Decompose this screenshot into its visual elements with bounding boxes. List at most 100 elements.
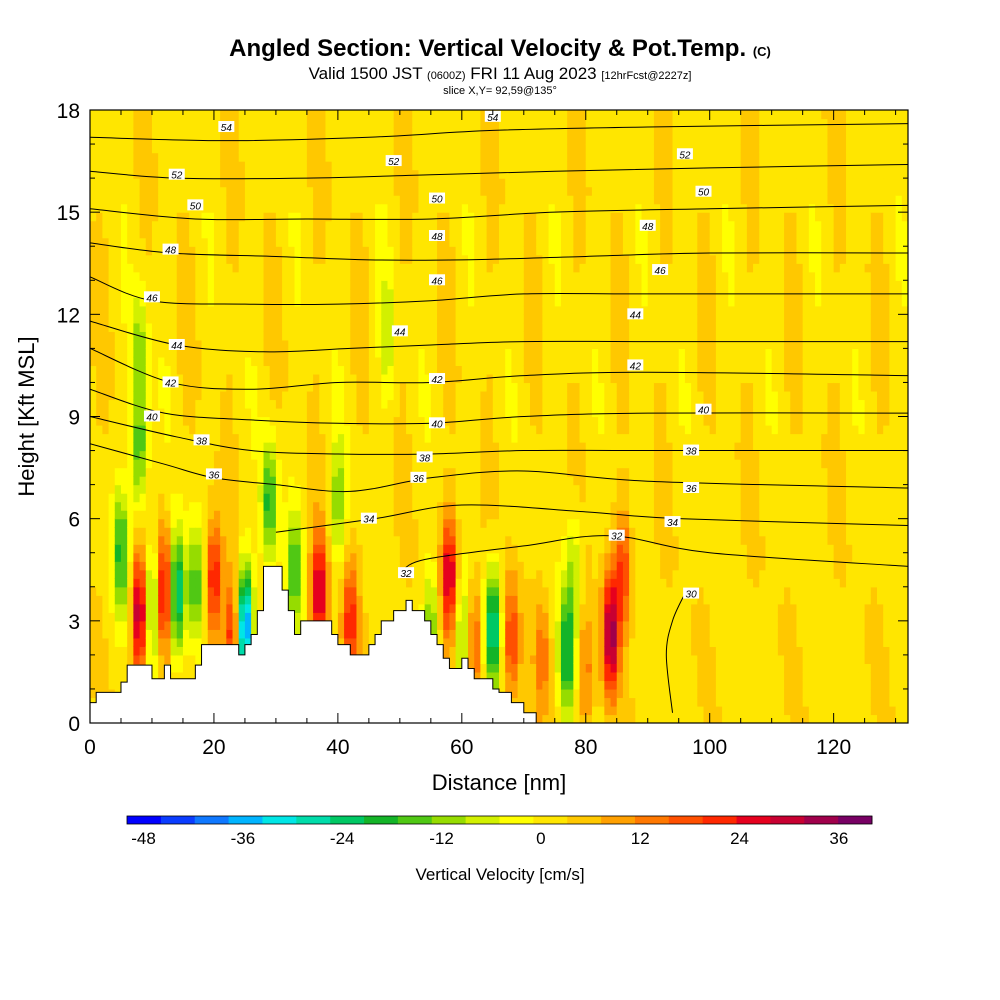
y-tick-label: 0 bbox=[68, 713, 80, 736]
contour-label: 54 bbox=[218, 121, 235, 134]
contour-label-text: 50 bbox=[698, 188, 710, 199]
colorbar-swatch bbox=[431, 816, 467, 824]
contour-label-text: 44 bbox=[630, 310, 642, 321]
contour-label-text: 48 bbox=[165, 246, 177, 257]
contour-label-text: 46 bbox=[431, 276, 443, 287]
contour-label-text: 54 bbox=[487, 113, 499, 124]
y-tick-label: 3 bbox=[68, 611, 80, 634]
contour-label: 40 bbox=[695, 403, 712, 417]
colorbar-label: Vertical Velocity [cm/s] bbox=[415, 865, 584, 884]
theta-contour-52 bbox=[90, 163, 908, 180]
contour-label-text: 42 bbox=[165, 378, 177, 389]
theta-contour-32 bbox=[399, 535, 908, 574]
contour-label: 34 bbox=[360, 512, 377, 526]
y-tick-label: 9 bbox=[68, 407, 80, 430]
chart-titles: Angled Section: Vertical Velocity & Pot.… bbox=[0, 36, 1000, 98]
colorbar-tick-label: -24 bbox=[330, 829, 355, 848]
title-unit: (C) bbox=[752, 44, 771, 59]
theta-contour-54 bbox=[90, 123, 908, 142]
theta-contour-44 bbox=[90, 320, 908, 353]
colorbar-tick-label: 12 bbox=[631, 829, 650, 848]
contour-label-text: 50 bbox=[431, 195, 443, 206]
valid-time-line: Valid 1500 JST (0600Z) FRI 11 Aug 2023 [… bbox=[308, 64, 692, 83]
contour-label-text: 48 bbox=[431, 232, 443, 243]
colorbar-tick-label: 24 bbox=[730, 829, 749, 848]
contour-label: 32 bbox=[608, 529, 625, 543]
contour-label: 34 bbox=[664, 516, 681, 529]
contour-label-text: 34 bbox=[363, 515, 375, 526]
valid-date: FRI 11 Aug 2023 bbox=[470, 64, 597, 83]
colorbar-swatch bbox=[804, 816, 839, 824]
colorbar-swatch bbox=[465, 816, 500, 824]
contour-label: 52 bbox=[168, 168, 185, 182]
contour-label: 38 bbox=[193, 434, 210, 447]
contour-label-text: 36 bbox=[208, 470, 220, 481]
contour-label: 46 bbox=[143, 291, 160, 304]
colorbar-swatch bbox=[668, 816, 704, 824]
colorbar-swatch bbox=[364, 816, 399, 824]
slice-info: slice X,Y= 92,59@135° bbox=[443, 85, 557, 97]
contour-label: 50 bbox=[695, 185, 712, 199]
theta-contour-36 bbox=[90, 443, 908, 493]
contour-label-text: 40 bbox=[698, 406, 710, 417]
contour-label: 30 bbox=[683, 587, 700, 601]
colorbar-swatch bbox=[127, 816, 162, 824]
colorbar-tick-label: -12 bbox=[429, 829, 454, 848]
colorbar-swatch bbox=[736, 816, 771, 824]
contour-label-text: 36 bbox=[413, 474, 425, 485]
colorbar-swatch bbox=[228, 816, 263, 824]
contour-label: 50 bbox=[187, 199, 204, 212]
contour-label: 44 bbox=[627, 308, 644, 321]
velocity-field bbox=[90, 110, 908, 723]
colorbar-swatch bbox=[160, 816, 196, 824]
x-tick-label: 20 bbox=[202, 736, 225, 759]
colorbar-swatch bbox=[397, 816, 433, 824]
contour-label-text: 42 bbox=[431, 375, 443, 386]
contour-label-text: 34 bbox=[667, 518, 679, 529]
colorbar-swatch bbox=[499, 816, 534, 824]
contour-label: 42 bbox=[162, 376, 179, 389]
x-tick-label: 120 bbox=[816, 736, 851, 759]
y-tick-label: 18 bbox=[57, 100, 80, 123]
colorbar: -48 -36 -24 -12 0 12 24 36 Vertical Velocity [cm… bbox=[126, 815, 873, 884]
y-tick-label: 12 bbox=[57, 304, 80, 327]
colorbar-swatch bbox=[567, 816, 602, 824]
contour-label-text: 36 bbox=[686, 484, 698, 495]
forecast-tag: [12hrFcst@2227z] bbox=[601, 70, 692, 82]
valid-zulu: (0600Z) bbox=[427, 70, 466, 82]
contour-label-text: 52 bbox=[171, 171, 183, 182]
contour-label: 48 bbox=[639, 219, 656, 233]
x-axis: 0 20 40 60 80 100 120 bbox=[84, 110, 897, 759]
theta-contour-42 bbox=[90, 347, 908, 390]
y-axis-label: Height [Kft MSL] bbox=[14, 336, 39, 496]
theta-contour-30 bbox=[665, 593, 686, 713]
theta-contour-48 bbox=[90, 242, 908, 261]
x-tick-label: 80 bbox=[574, 736, 597, 759]
contour-label-text: 44 bbox=[171, 341, 183, 352]
theta-contour-46 bbox=[90, 276, 908, 306]
y-tick-label: 6 bbox=[68, 509, 80, 532]
contour-label-text: 54 bbox=[221, 123, 233, 134]
colorbar-swatch bbox=[194, 816, 229, 824]
contour-label: 46 bbox=[652, 264, 669, 277]
colorbar-swatch bbox=[533, 816, 568, 824]
x-tick-label: 0 bbox=[84, 736, 96, 759]
contour-label-text: 52 bbox=[388, 157, 400, 168]
contour-label-text: 52 bbox=[679, 150, 691, 161]
contour-label-text: 50 bbox=[190, 201, 202, 212]
contour-label: 32 bbox=[398, 567, 415, 580]
theta-contour-50 bbox=[90, 204, 908, 221]
contour-label: 40 bbox=[429, 417, 446, 430]
colorbar-tick-label: 0 bbox=[536, 829, 545, 848]
contour-label-text: 40 bbox=[431, 419, 443, 430]
x-axis-label: Distance [nm] bbox=[432, 770, 567, 795]
contour-label: 40 bbox=[143, 410, 160, 424]
contour-label-text: 46 bbox=[655, 266, 667, 277]
colorbar-frame bbox=[126, 815, 873, 825]
contour-label: 54 bbox=[484, 110, 501, 124]
colorbar-swatch bbox=[770, 816, 805, 824]
colorbar-swatch bbox=[702, 816, 737, 824]
x-tick-label: 40 bbox=[326, 736, 349, 759]
contour-label: 44 bbox=[391, 325, 408, 338]
